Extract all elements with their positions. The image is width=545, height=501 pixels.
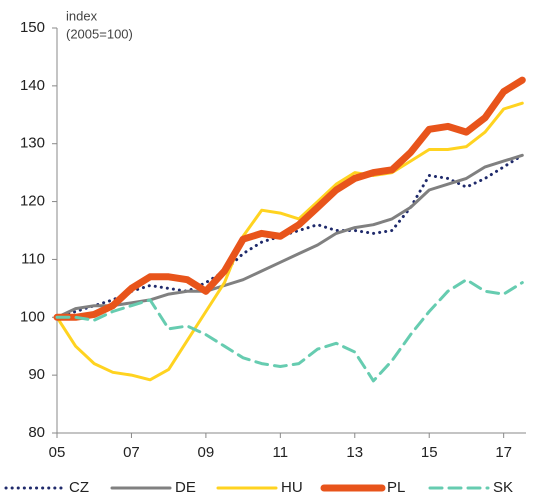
legend-label: CZ: [69, 479, 89, 496]
axis-note: (2005=100): [66, 26, 133, 41]
x-tick-label: 07: [123, 444, 140, 461]
x-tick-label: 13: [346, 444, 363, 461]
y-tick-label: 130: [20, 135, 45, 152]
y-tick-label: 80: [28, 424, 45, 441]
data-line: [53, 76, 526, 321]
legend-label: PL: [387, 479, 405, 496]
y-tick-label: 140: [20, 77, 45, 94]
y-tick-label: 90: [28, 366, 45, 383]
y-tick-label: 120: [20, 193, 45, 210]
x-tick-label: 05: [49, 444, 66, 461]
y-tick-label: 110: [21, 250, 45, 267]
data-line: [55, 101, 524, 382]
legend-label: DE: [175, 479, 196, 496]
legend-label: HU: [281, 479, 303, 496]
x-tick-label: 09: [198, 444, 215, 461]
data-line: [55, 278, 524, 383]
axis-note: index: [66, 8, 98, 23]
x-tick-label: 15: [421, 444, 438, 461]
y-tick-label: 100: [20, 308, 45, 325]
y-tick-label: 150: [20, 19, 45, 36]
data-line: [55, 153, 524, 319]
x-tick-label: 17: [495, 444, 512, 461]
legend-label: SK: [493, 479, 513, 496]
x-tick-label: 11: [273, 444, 289, 461]
